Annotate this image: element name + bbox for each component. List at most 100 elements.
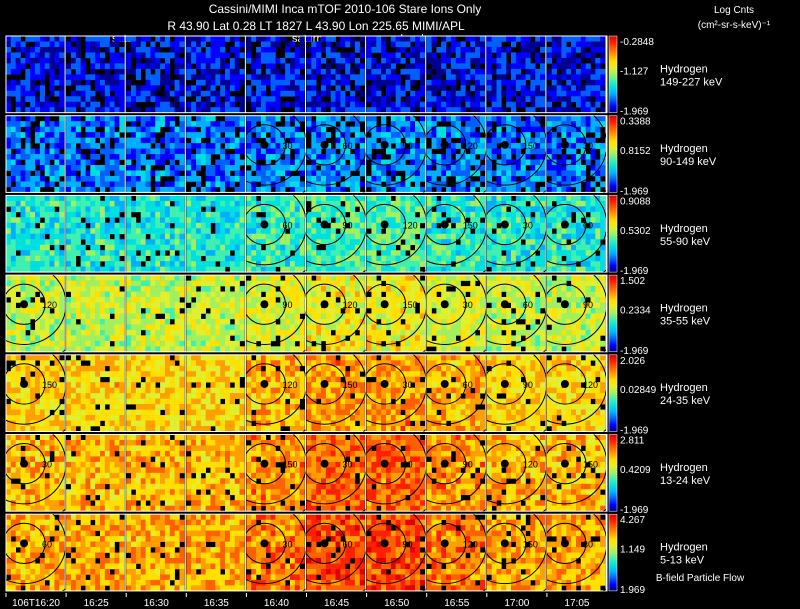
heatmap-cell (70, 181, 77, 188)
heatmap-cell (299, 101, 305, 108)
heatmap-cell (511, 200, 517, 207)
heatmap-cell (376, 132, 382, 138)
heatmap-cell (229, 79, 236, 86)
heatmap-cell (225, 275, 231, 281)
heatmap-cell (191, 291, 197, 298)
heatmap-cell (95, 195, 101, 202)
heatmap-cell (330, 154, 336, 160)
heatmap-cell (114, 90, 120, 97)
heatmap-cell (376, 175, 382, 182)
heatmap-cell (446, 74, 452, 81)
heatmap-cell (140, 302, 146, 309)
heatmap-cell (145, 36, 151, 42)
heatmap-cell (220, 181, 226, 188)
heatmap-cell (316, 46, 322, 53)
heatmap-cell (10, 132, 16, 138)
heatmap-cell (131, 126, 137, 133)
heatmap-cell (410, 266, 416, 273)
heatmap-cell (191, 175, 197, 182)
heatmap-cell (200, 239, 206, 246)
heatmap-cell (30, 217, 36, 224)
heatmap-cell (95, 286, 101, 292)
heatmap-cell (155, 280, 161, 287)
heatmap-cell (345, 165, 351, 171)
heatmap-cell (260, 52, 267, 59)
heatmap-cell (80, 297, 86, 303)
heatmap-cell (595, 63, 601, 70)
heatmap-cell (419, 68, 425, 75)
heatmap-cell (6, 255, 12, 262)
heatmap-cell (174, 57, 180, 64)
heatmap-cell (169, 121, 175, 127)
heatmap-cell (109, 244, 115, 251)
heatmap-cell (20, 107, 26, 113)
heatmap-cell (85, 46, 91, 53)
heatmap-cell (520, 200, 526, 207)
heatmap-cell (49, 239, 55, 246)
heatmap-cell (479, 244, 486, 251)
heatmap-cell (260, 165, 267, 171)
heatmap-cell (306, 85, 312, 92)
heatmap-cell (131, 115, 137, 122)
heatmap-cell (75, 85, 81, 92)
heatmap-cell (590, 239, 596, 246)
heatmap-cell (10, 85, 16, 92)
heatmap-cell (195, 41, 202, 48)
heatmap-cell (540, 41, 546, 48)
heatmap-cell (140, 52, 146, 59)
heatmap-cell (10, 57, 16, 64)
heatmap-cell (145, 200, 151, 207)
heatmap-cell (145, 228, 151, 235)
heatmap-cell (415, 101, 421, 108)
heatmap-cell (49, 335, 55, 342)
heatmap-cell (496, 96, 502, 103)
heatmap-cell (205, 107, 211, 113)
heatmap-cell (126, 68, 132, 75)
heatmap-cell (289, 79, 296, 86)
heatmap-cell (260, 186, 267, 193)
heatmap-cell (174, 222, 180, 229)
heatmap-cell (450, 255, 457, 262)
heatmap-cell (415, 41, 421, 48)
heatmap-cell (511, 115, 517, 122)
heatmap-cell (75, 52, 81, 59)
heatmap-cell (354, 85, 361, 92)
heatmap-cell (140, 126, 146, 133)
heatmap-cell (59, 307, 65, 314)
heatmap-cell (39, 137, 46, 144)
heatmap-cell (44, 211, 50, 218)
heatmap-cell (179, 200, 185, 207)
heatmap-cell (535, 132, 541, 138)
heatmap-cell (280, 85, 286, 92)
heatmap-cell (491, 250, 497, 256)
heatmap-cell (535, 261, 541, 267)
heatmap-cell (506, 148, 512, 155)
heatmap-cell (345, 266, 351, 273)
heatmap-cell (99, 175, 106, 182)
heatmap-cell (566, 175, 572, 182)
heatmap-cell (119, 239, 125, 246)
heatmap-cell (289, 266, 296, 273)
heatmap-cell (410, 79, 416, 86)
heatmap-cell (450, 41, 457, 48)
heatmap-cell (140, 318, 146, 325)
heatmap-cell (126, 280, 132, 287)
heatmap-cell (135, 159, 142, 166)
heatmap-cell (299, 261, 305, 267)
heatmap-cell (486, 74, 492, 81)
heatmap-cell (229, 175, 236, 182)
heatmap-cell (311, 255, 317, 262)
heatmap-cell (169, 307, 175, 314)
heatmap-cell (580, 137, 586, 144)
heatmap-cell (256, 85, 262, 92)
heatmap-cell (561, 239, 567, 246)
heatmap-cell (381, 255, 387, 262)
heatmap-cell (95, 101, 101, 108)
heatmap-cell (285, 200, 291, 207)
heatmap-cell (179, 261, 185, 267)
heatmap-cell (571, 170, 577, 177)
heatmap-cell (256, 165, 262, 171)
heatmap-cell (571, 107, 577, 113)
heatmap-cell (169, 126, 175, 133)
heatmap-cell (546, 52, 553, 59)
